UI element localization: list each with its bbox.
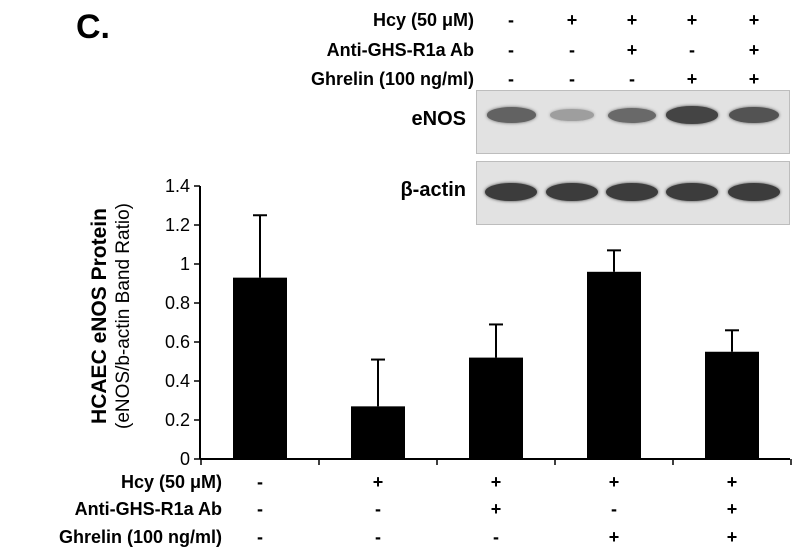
y-tick-label: 1 bbox=[180, 254, 190, 274]
blot-band bbox=[728, 183, 780, 201]
blot-label: eNOS bbox=[411, 108, 466, 130]
bottom-condition-sign: + bbox=[726, 499, 738, 519]
blot-band bbox=[666, 183, 718, 201]
top-condition-label: Anti-GHS-R1a Ab bbox=[326, 40, 474, 60]
top-condition-sign: + bbox=[748, 10, 760, 30]
bottom-condition-sign: - bbox=[493, 527, 499, 547]
top-condition-sign: + bbox=[626, 10, 638, 30]
bottom-condition-sign: - bbox=[257, 527, 263, 547]
bottom-condition-sign: + bbox=[490, 499, 502, 519]
bar bbox=[351, 406, 405, 459]
top-condition-label: Ghrelin (100 ng/ml) bbox=[310, 69, 474, 89]
y-tick-label: 0.4 bbox=[165, 371, 190, 391]
panel-label: C. bbox=[76, 8, 110, 46]
bar bbox=[233, 277, 287, 459]
bar bbox=[469, 357, 523, 459]
top-condition-sign: - bbox=[569, 40, 575, 60]
top-condition-sign: + bbox=[626, 40, 638, 60]
bottom-condition-sign: + bbox=[608, 472, 620, 492]
top-condition-sign: + bbox=[686, 10, 698, 30]
blot-band bbox=[728, 106, 780, 124]
blot-band bbox=[606, 183, 658, 201]
y-tick-label: 0.2 bbox=[165, 410, 190, 430]
blot-band bbox=[666, 106, 718, 124]
bar bbox=[587, 271, 641, 459]
bottom-condition-sign: - bbox=[375, 499, 381, 519]
top-condition-sign: - bbox=[508, 40, 514, 60]
blot-band bbox=[485, 183, 537, 201]
top-condition-sign: - bbox=[508, 69, 514, 89]
top-condition-sign: + bbox=[748, 69, 760, 89]
y-tick-label: 1.4 bbox=[165, 176, 190, 196]
y-tick-label: 0.8 bbox=[165, 293, 190, 313]
blot-band bbox=[607, 107, 657, 123]
y-tick-label: 0.6 bbox=[165, 332, 190, 352]
blot-band bbox=[549, 109, 595, 121]
top-condition-sign: - bbox=[569, 69, 575, 89]
top-condition-sign: - bbox=[629, 69, 635, 89]
top-condition-label: Hcy (50 μM) bbox=[372, 10, 474, 30]
bottom-condition-sign: - bbox=[257, 472, 263, 492]
bottom-condition-sign: + bbox=[726, 472, 738, 492]
bottom-condition-sign: - bbox=[375, 527, 381, 547]
bottom-condition-sign: + bbox=[372, 472, 384, 492]
bottom-condition-label: Ghrelin (100 ng/ml) bbox=[58, 527, 222, 547]
bottom-condition-sign: + bbox=[726, 527, 738, 547]
bottom-condition-sign: - bbox=[611, 499, 617, 519]
blot-label: β-actin bbox=[400, 179, 466, 201]
y-tick-label: 0 bbox=[180, 449, 190, 469]
bottom-condition-label: Hcy (50 μM) bbox=[120, 472, 222, 492]
y-tick-label: 1.2 bbox=[165, 215, 190, 235]
top-condition-sign: - bbox=[508, 10, 514, 30]
top-condition-sign: + bbox=[566, 10, 578, 30]
blot-band bbox=[486, 107, 536, 123]
bottom-condition-sign: + bbox=[608, 527, 620, 547]
bottom-condition-label: Anti-GHS-R1a Ab bbox=[74, 499, 222, 519]
top-condition-sign: + bbox=[686, 69, 698, 89]
bottom-condition-sign: - bbox=[257, 499, 263, 519]
bottom-condition-sign: + bbox=[490, 472, 502, 492]
blot-band bbox=[546, 183, 598, 201]
top-condition-sign: - bbox=[689, 40, 695, 60]
bar bbox=[705, 351, 759, 459]
top-condition-sign: + bbox=[748, 40, 760, 60]
